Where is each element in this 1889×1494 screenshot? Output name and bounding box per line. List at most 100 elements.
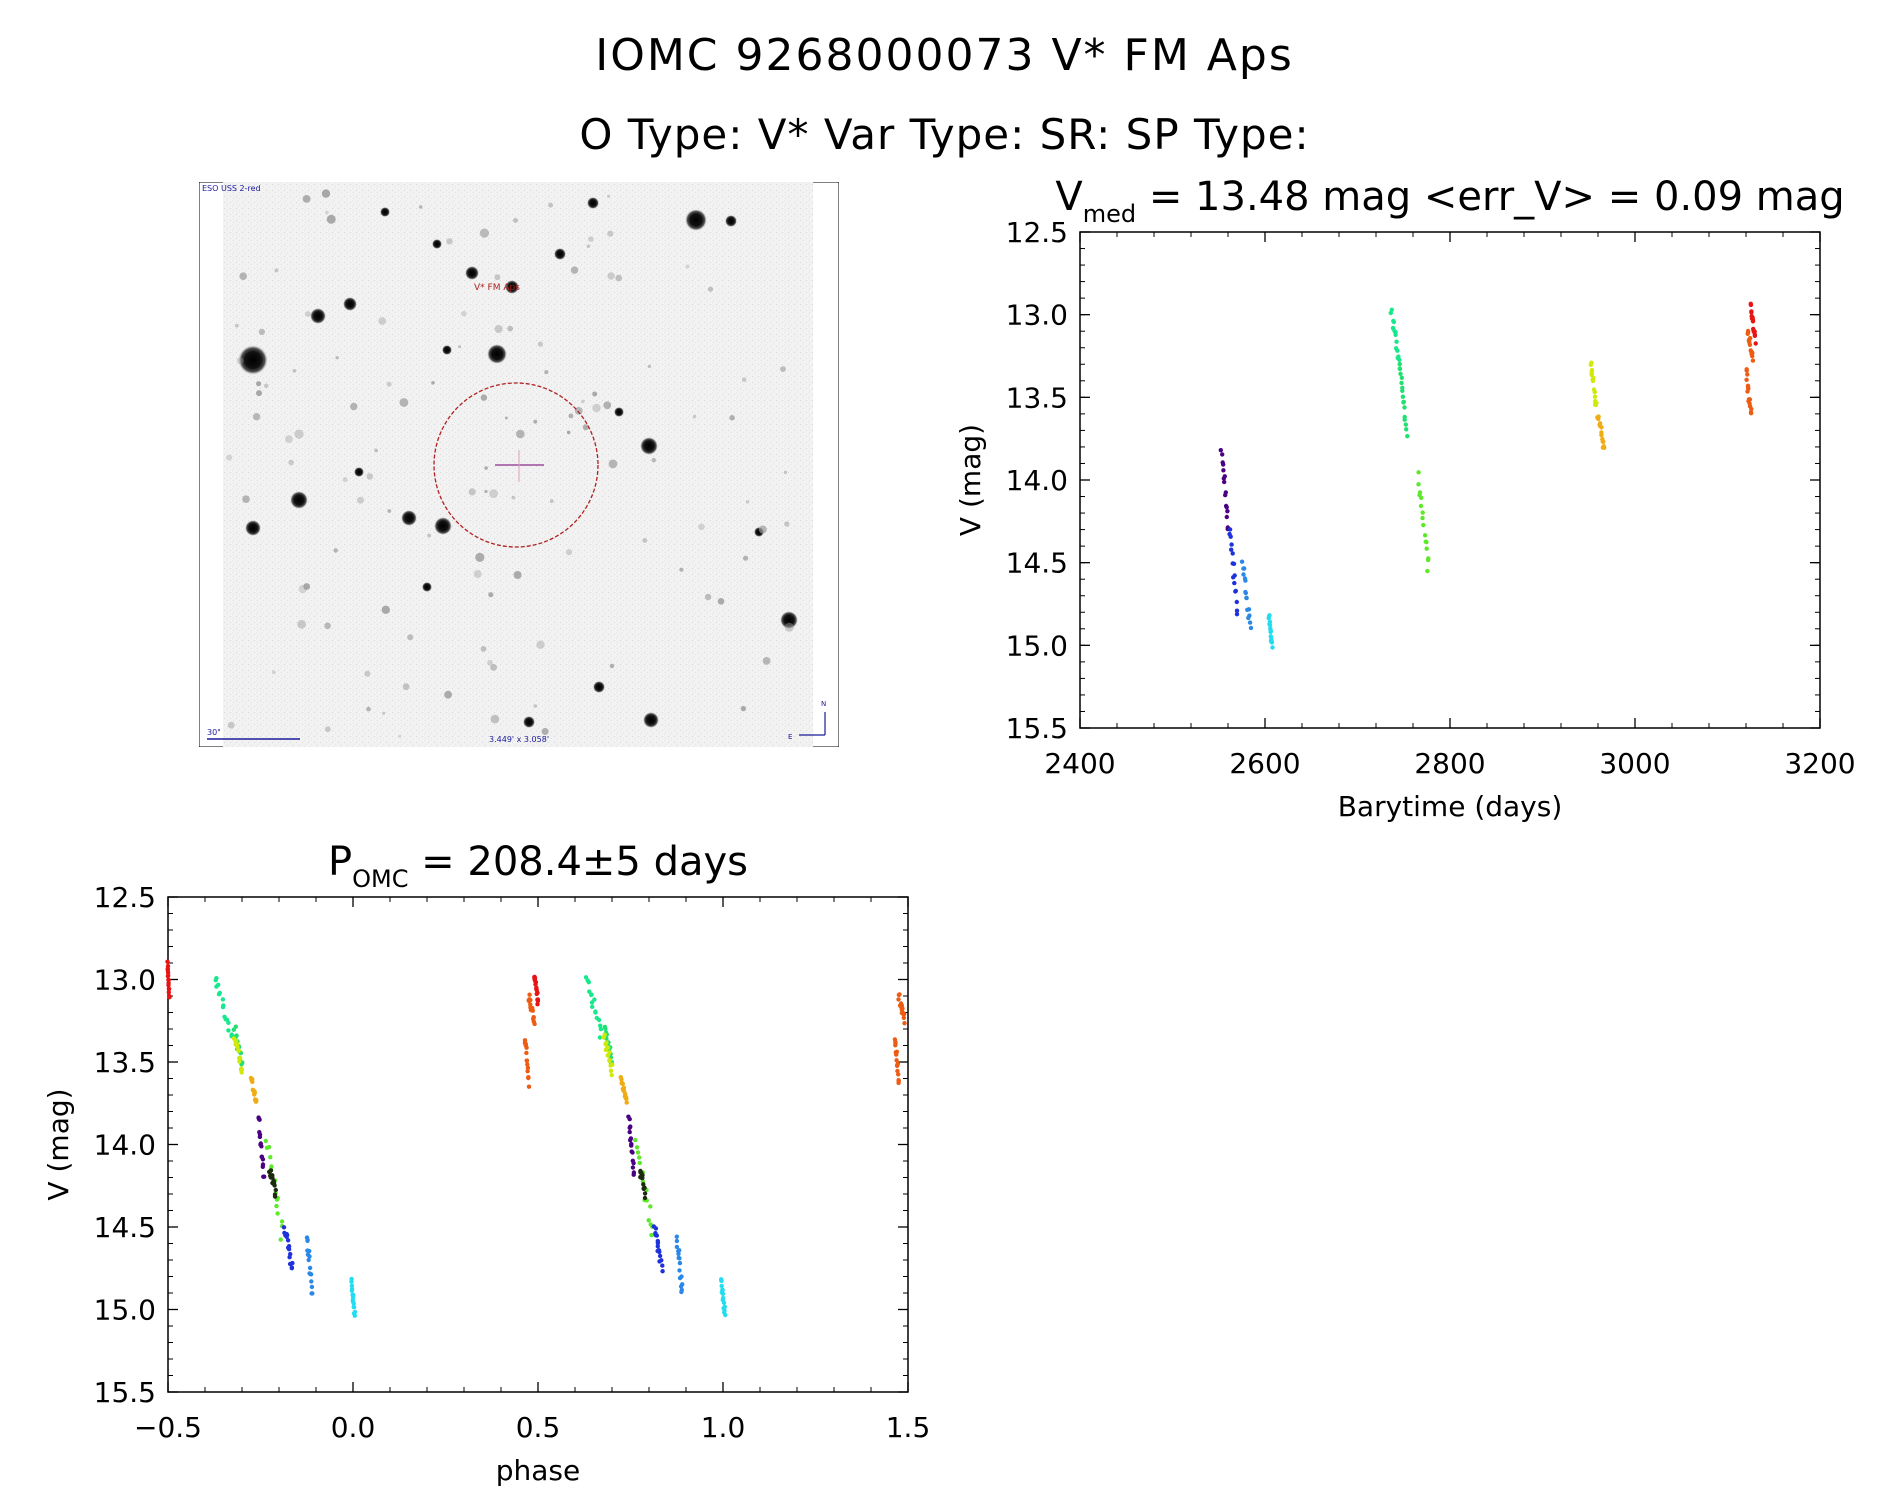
data-point-block7br [641, 1182, 646, 1187]
data-point-block12 [533, 982, 538, 987]
finder-star-faint [264, 383, 269, 388]
data-point-block1 [259, 1144, 264, 1149]
data-point-block3r [680, 1282, 685, 1287]
data-point-block8 [236, 1048, 241, 1054]
data-point-block6 [1404, 427, 1409, 432]
finder-star-bright-2 [290, 491, 308, 509]
data-point-block3 [1244, 595, 1249, 601]
data-point-block3 [307, 1265, 313, 1271]
data-point-block5 [1389, 307, 1395, 312]
x-tick-label: 0.5 [516, 1411, 561, 1444]
data-point-block1r [631, 1160, 636, 1166]
data-point-block7 [1420, 510, 1425, 515]
data-point-block10 [526, 1075, 531, 1080]
data-point-block2 [1232, 580, 1237, 586]
data-point-block11 [531, 1015, 536, 1020]
data-point-block6 [1401, 400, 1406, 405]
data-point-block8r [605, 1053, 610, 1058]
finder-star-faint [461, 311, 467, 317]
finder-survey-label: ESO USS 2-red [202, 184, 261, 193]
finder-star-faint [402, 683, 410, 691]
data-point-block2 [1229, 542, 1234, 547]
data-point-block4r [721, 1300, 727, 1306]
data-point-block5 [1397, 357, 1402, 362]
data-point-block1r [628, 1124, 633, 1129]
data-point-block12 [1749, 310, 1754, 315]
data-point-block5r [586, 980, 591, 985]
data-point-block11r [902, 1021, 907, 1026]
data-point-block5 [1393, 332, 1398, 337]
data-point-block4r [719, 1283, 724, 1289]
data-point-block2 [1232, 573, 1237, 578]
data-point-block6 [1397, 366, 1403, 371]
data-point-block7b [273, 1187, 278, 1193]
finder-star-faint [374, 448, 378, 453]
y-tick-label: 12.5 [94, 881, 156, 914]
x-tick-label: 2600 [1229, 747, 1300, 780]
data-point-block7r [648, 1204, 653, 1209]
data-point-block11 [530, 1008, 535, 1013]
data-point-block10 [1746, 386, 1751, 391]
data-point-block3r [676, 1251, 681, 1257]
data-point-block11r [896, 997, 901, 1002]
data-point-block4 [1267, 613, 1272, 618]
data-point-block3 [1241, 572, 1246, 577]
finder-star-faint [615, 274, 622, 282]
data-point-block3 [1243, 578, 1248, 583]
data-point-block2 [285, 1238, 291, 1243]
data-point-block4r [720, 1295, 726, 1301]
finder-star-faint [541, 728, 549, 735]
finder-star-faint [382, 711, 386, 715]
data-point-block4 [1269, 640, 1275, 645]
data-point-block2 [1233, 588, 1239, 594]
compass-e-label: E [788, 733, 792, 741]
data-point-block8 [1589, 372, 1595, 377]
finder-star-faint [342, 477, 348, 483]
finder-star-faint [533, 704, 538, 708]
panel-title-sub: OMC [352, 865, 408, 893]
finder-star-faint [762, 657, 771, 665]
finder-star-faint [588, 236, 594, 242]
data-point-block9 [1601, 444, 1607, 449]
finder-star-faint [784, 521, 790, 527]
data-point-block5 [213, 977, 218, 983]
data-point-block6 [1399, 375, 1405, 380]
finder-star-faint [468, 488, 476, 496]
data-point-block12 [535, 1002, 540, 1007]
finder-star-faint [326, 214, 336, 224]
data-point-block0 [165, 963, 171, 969]
data-point-block8r [604, 1040, 609, 1045]
data-point-block1 [260, 1162, 266, 1167]
data-point-block2r [655, 1240, 661, 1246]
data-point-block11 [1747, 336, 1753, 341]
data-point-block7 [1416, 470, 1421, 475]
chart-subtitle-types: O Type: V* Var Type: SR: SP Type: [579, 110, 1310, 159]
data-point-block6r [602, 1024, 608, 1030]
finder-star-faint [707, 286, 714, 292]
y-tick-label: 13.5 [94, 1046, 156, 1079]
finder-star-faint [350, 402, 358, 411]
data-point-block12 [534, 986, 539, 992]
data-point-block6 [1399, 380, 1404, 386]
data-point-block8 [235, 1044, 240, 1050]
data-point-block3 [309, 1279, 314, 1284]
finder-star-faint [603, 401, 612, 410]
data-point-block5r [589, 992, 594, 998]
data-point-block6 [1398, 371, 1403, 376]
finder-star-faint [357, 496, 364, 504]
finder-star-faint [305, 311, 311, 317]
finder-star-faint [239, 272, 247, 280]
data-point-block4 [349, 1276, 354, 1282]
data-point-block4 [1268, 628, 1274, 634]
data-point-block11 [532, 1021, 537, 1027]
finder-star-faint [536, 640, 545, 649]
data-point-block10 [1744, 368, 1749, 373]
data-point-block6 [1402, 405, 1407, 410]
data-point-block9 [254, 1097, 259, 1103]
data-point-block9 [1600, 439, 1606, 444]
y-tick-label: 15.5 [1006, 712, 1068, 745]
finder-star-faint [745, 500, 750, 504]
data-point-block5r [598, 1023, 603, 1028]
data-point-block3 [309, 1291, 314, 1296]
data-point-block7 [264, 1145, 270, 1151]
